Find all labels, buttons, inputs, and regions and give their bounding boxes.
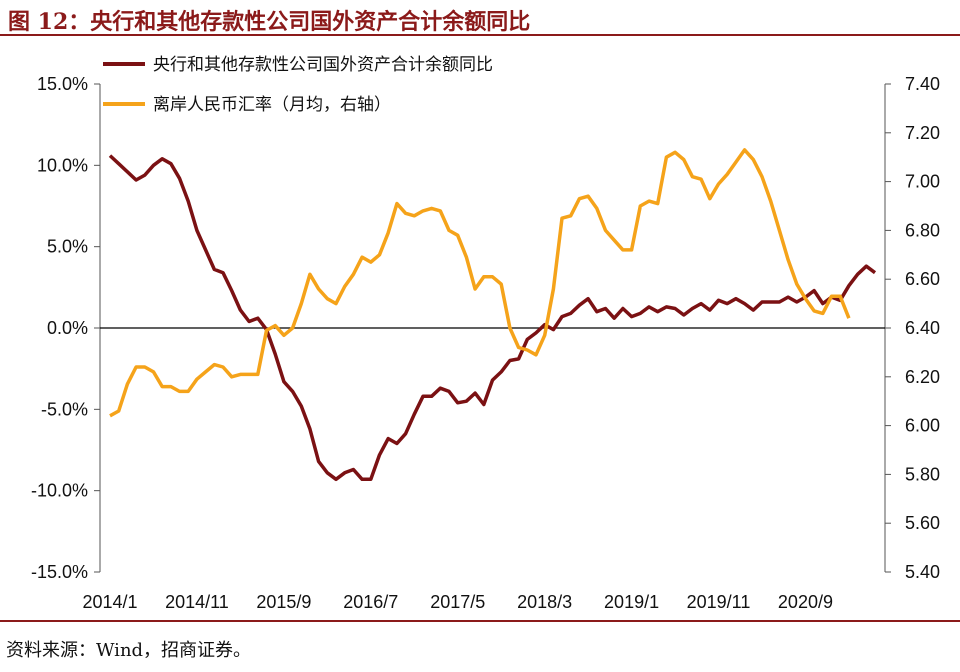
legend-label: 央行和其他存款性公司国外资产合计余额同比 [153,55,493,75]
x-tick-label: 2016/7 [343,592,398,612]
left-tick-label: -5.0% [41,399,88,419]
figure-header: 图 12：央行和其他存款性公司国外资产合计余额同比 [0,0,960,35]
series-line-fx-assets-yoy [108,154,877,482]
x-tick-label: 2014/1 [82,592,137,612]
left-tick-label: 0.0% [47,318,88,338]
left-tick-label: 5.0% [47,237,88,257]
figure-footer: 资料来源：Wind，招商证券。 [0,626,960,666]
right-tick-label: 5.60 [905,513,940,533]
chart-axes: 15.0% 10.0% 5.0% 0.0% -5.0% -10.0% -15.0% 7.40 7… [31,74,940,612]
x-tick-label: 2018/3 [517,592,572,612]
series-line-cnh-rate [109,148,851,418]
right-tick-label: 6.60 [905,269,940,289]
right-tick-label: 6.40 [905,318,940,338]
right-tick-label: 6.80 [905,220,940,240]
right-tick-label: 6.20 [905,367,940,387]
x-tick-label: 2020/9 [778,592,833,612]
line-chart: 15.0% 10.0% 5.0% 0.0% -5.0% -10.0% -15.0% 7.40 7… [31,55,940,612]
x-tick-label: 2019/1 [604,592,659,612]
left-tick-label: 10.0% [37,155,88,175]
left-tick-label: -15.0% [31,562,88,582]
x-tick-label: 2014/11 [165,592,229,612]
legend-label: 离岸人民币汇率（月均，右轴） [153,95,391,115]
x-tick-label: 2015/9 [256,592,311,612]
figure-title: 图 12：央行和其他存款性公司国外资产合计余额同比 [8,9,531,35]
source-note: 资料来源：Wind，招商证券。 [6,640,252,661]
x-tick-label: 2017/5 [430,592,485,612]
x-tick-label: 2019/11 [687,592,751,612]
right-tick-label: 7.00 [905,172,940,192]
right-tick-label: 5.40 [905,562,940,582]
left-tick-label: -10.0% [31,481,88,501]
series-lines [108,148,877,482]
footer-rule [0,620,960,622]
left-tick-label: 15.0% [37,74,88,94]
right-tick-label: 6.00 [905,416,940,436]
header-rule [0,34,960,36]
right-tick-label: 7.40 [905,74,940,94]
right-tick-label: 7.20 [905,123,940,143]
right-tick-label: 5.80 [905,464,940,484]
